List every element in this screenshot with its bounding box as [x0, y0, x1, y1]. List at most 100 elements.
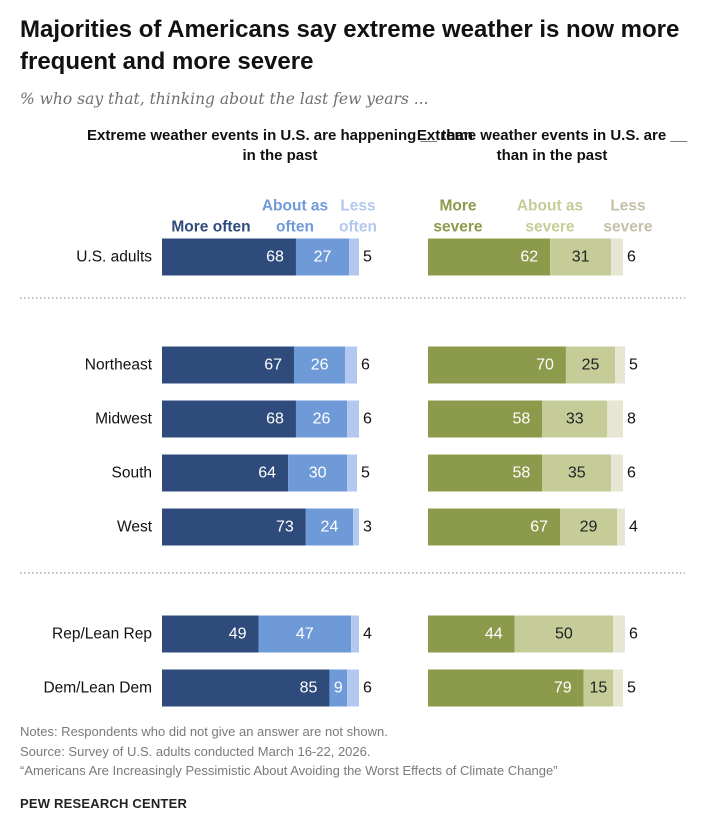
category-label: Dem/Lean Dem — [43, 680, 152, 697]
bar-segment — [345, 346, 358, 384]
bar-segment — [611, 238, 624, 276]
bar-segment — [351, 615, 359, 653]
data-label: 47 — [296, 626, 314, 643]
bar-segment — [617, 508, 625, 546]
legend-label: often — [276, 219, 314, 236]
category-label: South — [111, 465, 152, 482]
legend-label: severe — [433, 219, 483, 236]
report-title-line: “Americans Are Increasingly Pessimistic … — [20, 763, 558, 778]
category-label: Rep/Lean Rep — [52, 626, 152, 643]
data-label: 27 — [314, 249, 332, 266]
legend-label: Less — [340, 198, 375, 215]
data-label: 68 — [266, 411, 284, 428]
data-label: 67 — [530, 519, 548, 536]
notes-line: Notes: Respondents who did not give an a… — [20, 724, 388, 739]
data-label: 6 — [361, 357, 370, 374]
stacked-bar-chart: More often About as often Less often U.S. adu… — [20, 198, 685, 707]
bar-segment — [162, 400, 296, 438]
data-label: 58 — [512, 465, 530, 482]
bar-segment — [162, 508, 306, 546]
data-label: 5 — [627, 680, 636, 697]
data-label: 6 — [627, 465, 636, 482]
bar-segment — [613, 669, 624, 707]
data-label: 5 — [361, 465, 370, 482]
data-label: 6 — [627, 249, 636, 266]
data-label: 35 — [568, 465, 586, 482]
data-label: 5 — [629, 357, 638, 374]
data-label: 6 — [363, 680, 372, 697]
data-label: 73 — [276, 519, 294, 536]
legend-label: Less — [610, 198, 645, 215]
source-line: Source: Survey of U.S. adults conducted … — [20, 743, 371, 759]
bar-segment — [428, 400, 543, 438]
bar-segment — [514, 615, 614, 653]
data-label: 30 — [309, 465, 327, 482]
data-label: 6 — [363, 411, 372, 428]
bar-segment — [559, 508, 618, 546]
bar-segment — [611, 454, 624, 492]
data-label: 58 — [512, 411, 530, 428]
data-label: 25 — [582, 357, 600, 374]
bar-segment — [162, 454, 289, 492]
data-label: 29 — [580, 519, 598, 536]
bar-segment — [353, 508, 359, 546]
bar-segment — [349, 238, 359, 276]
category-label: Northeast — [85, 357, 153, 374]
bar-segment — [329, 669, 348, 707]
data-label: 49 — [229, 626, 247, 643]
data-label: 24 — [321, 519, 339, 536]
bar-segment — [542, 400, 608, 438]
data-label: 33 — [566, 411, 584, 428]
category-label: U.S. adults — [76, 249, 152, 266]
bar-segment — [613, 615, 625, 653]
data-label: 3 — [363, 519, 372, 536]
data-label: 70 — [536, 357, 554, 374]
data-label: 67 — [264, 357, 282, 374]
legend-label: More — [439, 198, 476, 215]
left-panel-title: Extreme weather events in U.S. are happe… — [87, 127, 473, 164]
data-label: 9 — [334, 680, 343, 697]
data-label: 26 — [311, 357, 329, 374]
bar-segment — [162, 238, 296, 276]
bar-segment — [293, 346, 346, 384]
data-label: 85 — [300, 680, 318, 697]
chart-title: Majorities of Americans say extreme weat… — [20, 16, 680, 75]
bar-segment — [428, 669, 584, 707]
data-label: 4 — [363, 626, 372, 643]
data-label: 8 — [627, 411, 636, 428]
data-label: 4 — [629, 519, 638, 536]
bar-segment — [295, 400, 348, 438]
bar-segment — [615, 346, 625, 384]
bar-segment — [305, 508, 354, 546]
bar-segment — [550, 238, 612, 276]
data-label: 68 — [266, 249, 284, 266]
data-label: 64 — [258, 465, 276, 482]
bar-segment — [347, 400, 359, 438]
data-label: 79 — [554, 680, 572, 697]
legend-label: About as — [517, 198, 583, 215]
bar-segment — [428, 454, 543, 492]
data-label: 62 — [520, 249, 538, 266]
bar-segment — [162, 669, 330, 707]
data-label: 31 — [572, 249, 590, 266]
bar-segment — [565, 346, 616, 384]
bar-segment — [295, 238, 350, 276]
brand-logo: PEW RESEARCH CENTER — [20, 796, 188, 811]
data-label: 44 — [485, 626, 503, 643]
legend-label: severe — [525, 219, 575, 236]
bar-segment — [583, 669, 614, 707]
legend-label: severe — [603, 219, 653, 236]
chart-subtitle: % who say that, thinking about the last … — [20, 90, 429, 108]
category-label: West — [117, 519, 153, 536]
data-label: 26 — [313, 411, 331, 428]
data-label: 5 — [363, 249, 372, 266]
legend-label: About as — [262, 198, 328, 215]
notes: Notes: Respondents who did not give an a… — [20, 722, 558, 781]
legend-label: often — [339, 219, 377, 236]
category-label: Midwest — [95, 411, 153, 428]
data-label: 6 — [629, 626, 638, 643]
bar-segment — [258, 615, 352, 653]
legend-label: More often — [171, 219, 250, 236]
data-label: 15 — [590, 680, 608, 697]
bar-segment — [347, 669, 359, 707]
